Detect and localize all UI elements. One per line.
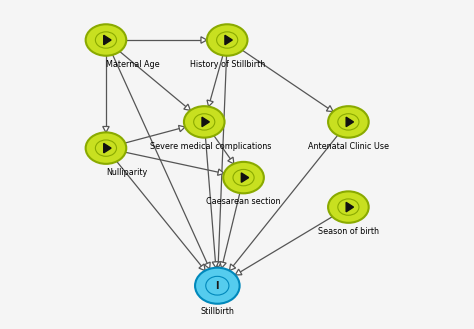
Polygon shape: [201, 37, 207, 43]
Text: Antenatal Clinic Use: Antenatal Clinic Use: [308, 141, 389, 151]
Polygon shape: [104, 35, 111, 45]
Ellipse shape: [195, 268, 240, 304]
Ellipse shape: [233, 169, 254, 186]
Polygon shape: [228, 157, 234, 164]
Polygon shape: [207, 100, 213, 107]
Ellipse shape: [328, 191, 369, 223]
Ellipse shape: [207, 24, 247, 56]
Ellipse shape: [184, 106, 225, 138]
Polygon shape: [215, 262, 221, 268]
Polygon shape: [204, 262, 210, 269]
Polygon shape: [229, 264, 236, 270]
Polygon shape: [184, 104, 191, 111]
Polygon shape: [346, 202, 354, 212]
Polygon shape: [225, 35, 232, 45]
Text: Stillbirth: Stillbirth: [201, 307, 234, 316]
Polygon shape: [235, 269, 242, 275]
Ellipse shape: [86, 132, 126, 164]
Text: Caesarean section: Caesarean section: [206, 197, 281, 206]
Text: Severe medical complications: Severe medical complications: [150, 141, 272, 151]
Polygon shape: [218, 169, 224, 175]
Ellipse shape: [86, 24, 126, 56]
Polygon shape: [346, 117, 354, 127]
Polygon shape: [179, 125, 185, 132]
Ellipse shape: [95, 32, 117, 48]
Text: Nulliparity: Nulliparity: [106, 168, 147, 177]
Polygon shape: [199, 264, 205, 271]
Ellipse shape: [223, 162, 264, 193]
Ellipse shape: [95, 140, 117, 156]
Text: Season of birth: Season of birth: [318, 227, 379, 236]
Polygon shape: [202, 117, 210, 127]
Ellipse shape: [217, 32, 238, 48]
Polygon shape: [327, 106, 333, 112]
Text: History of Stillbirth: History of Stillbirth: [190, 60, 265, 69]
Ellipse shape: [194, 114, 215, 130]
Polygon shape: [104, 143, 111, 153]
Polygon shape: [103, 126, 109, 132]
Text: Maternal Age: Maternal Age: [106, 60, 160, 69]
Ellipse shape: [338, 114, 359, 130]
Text: I: I: [216, 281, 219, 291]
Polygon shape: [220, 262, 226, 268]
Ellipse shape: [338, 199, 359, 215]
Polygon shape: [241, 173, 249, 182]
Ellipse shape: [328, 106, 369, 138]
Ellipse shape: [206, 276, 229, 295]
Polygon shape: [212, 262, 219, 268]
